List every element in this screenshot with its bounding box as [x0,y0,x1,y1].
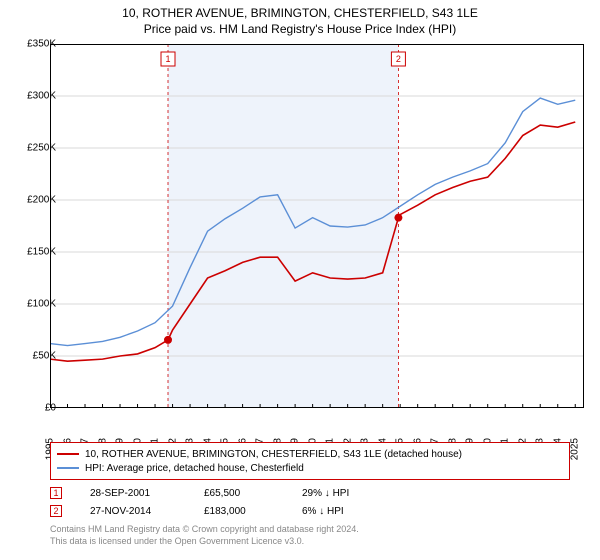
y-tick-label: £100K [10,299,60,310]
legend-item-subject: 10, ROTHER AVENUE, BRIMINGTON, CHESTERFI… [57,447,563,461]
sale-row: 2 27-NOV-2014 £183,000 6% ↓ HPI [50,502,382,520]
plot-area: 12 [50,44,584,408]
chart-container: 10, ROTHER AVENUE, BRIMINGTON, CHESTERFI… [0,0,600,560]
chart-titles: 10, ROTHER AVENUE, BRIMINGTON, CHESTERFI… [0,0,600,36]
sale-marker-icon: 1 [50,487,62,499]
y-tick-label: £50K [10,351,60,362]
y-tick-label: £350K [10,39,60,50]
x-tick-label: 2025 [570,438,581,460]
sale-date: 28-SEP-2001 [90,488,176,499]
y-tick-label: £0 [10,403,60,414]
footer: Contains HM Land Registry data © Crown c… [50,524,359,547]
svg-text:1: 1 [165,54,170,64]
legend: 10, ROTHER AVENUE, BRIMINGTON, CHESTERFI… [50,442,570,480]
legend-label: 10, ROTHER AVENUE, BRIMINGTON, CHESTERFI… [85,449,462,460]
plot-svg: 12 [50,44,584,408]
sale-price: £65,500 [204,488,274,499]
footer-line: This data is licensed under the Open Gov… [50,536,359,548]
sale-date: 27-NOV-2014 [90,506,176,517]
y-tick-label: £200K [10,195,60,206]
legend-swatch [57,467,79,469]
chart-subtitle: Price paid vs. HM Land Registry's House … [0,22,600,36]
y-tick-label: £150K [10,247,60,258]
sale-vs-hpi: 29% ↓ HPI [302,488,382,499]
sale-vs-hpi: 6% ↓ HPI [302,506,382,517]
sales-table: 1 28-SEP-2001 £65,500 29% ↓ HPI 2 27-NOV… [50,484,382,520]
y-tick-label: £250K [10,143,60,154]
sale-marker-icon: 2 [50,505,62,517]
chart-title: 10, ROTHER AVENUE, BRIMINGTON, CHESTERFI… [0,6,600,20]
svg-text:2: 2 [396,54,401,64]
sale-row: 1 28-SEP-2001 £65,500 29% ↓ HPI [50,484,382,502]
footer-line: Contains HM Land Registry data © Crown c… [50,524,359,536]
legend-item-hpi: HPI: Average price, detached house, Ches… [57,461,563,475]
y-tick-label: £300K [10,91,60,102]
sale-price: £183,000 [204,506,274,517]
legend-label: HPI: Average price, detached house, Ches… [85,463,304,474]
legend-swatch [57,453,79,455]
